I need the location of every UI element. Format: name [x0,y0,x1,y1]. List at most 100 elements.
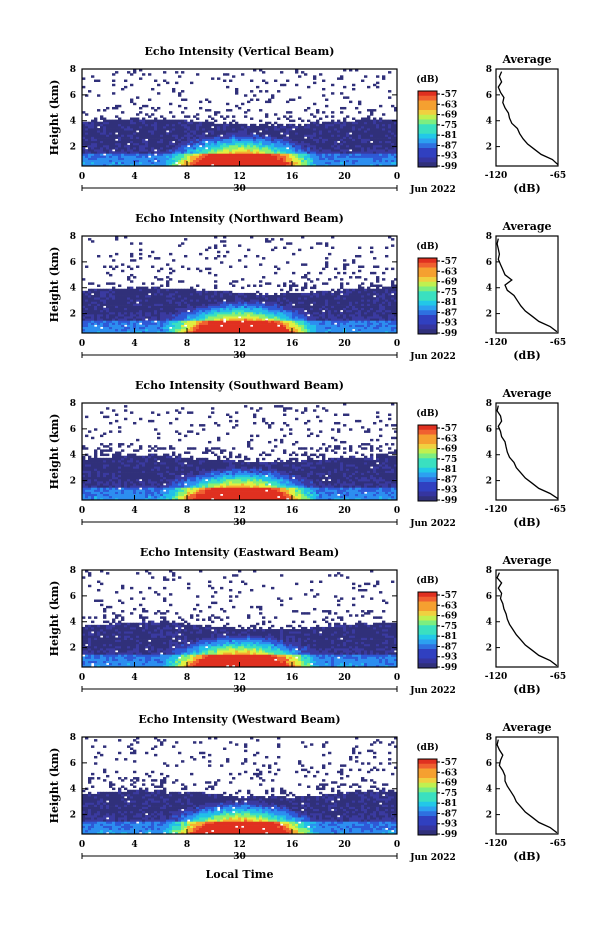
heatmap-cell [256,308,259,310]
heatmap-cell [154,318,157,320]
heatmap-cell [367,153,370,155]
x-tick-label: 12 [233,172,246,182]
heatmap-cell [163,327,166,329]
colorbar-segment [418,310,437,315]
heatmap-cell [211,308,214,310]
heatmap-cell [253,303,256,305]
heatmap-cell [250,130,253,132]
heatmap-cell [184,301,187,303]
heatmap-cell [118,312,121,314]
heatmap-cell [196,285,199,287]
heatmap-cell [382,149,385,151]
heatmap-cell [382,122,385,124]
heatmap-cell [367,143,370,145]
heatmap-cell [295,308,298,310]
y-tick-label: 2 [70,143,76,153]
heatmap-cell [235,139,238,141]
heatmap-cell [118,299,121,301]
heatmap-cell [379,124,382,126]
heatmap-cell [190,120,193,122]
heatmap-cell [337,153,340,155]
colorbar-segment [418,320,437,325]
heatmap-cell [283,126,286,128]
heatmap-cell [331,124,334,126]
heatmap-cell [145,128,148,130]
heatmap-cell [208,291,211,293]
heatmap-cell [292,293,295,295]
heatmap-cell [247,297,250,299]
heatmap-cell [385,291,388,293]
heatmap-cell [190,293,193,295]
heatmap-cell [364,310,367,312]
heatmap-cell [346,158,349,160]
heatmap-cell [379,299,382,301]
heatmap-cell [352,297,355,299]
heatmap-cell [256,160,259,162]
heatmap-cell [145,314,148,316]
heatmap-cell [145,291,148,293]
heatmap-cell [88,291,91,293]
heatmap-cell [244,327,247,329]
heatmap-cell [358,255,361,257]
heatmap-cell [382,153,385,155]
heatmap-cell [232,316,235,318]
heatmap-cell [319,126,322,128]
heatmap-cell [91,322,94,324]
heatmap-cell [166,325,169,327]
heatmap-cell [244,293,247,295]
heatmap-cell [238,325,241,327]
heatmap-cell [358,151,361,153]
heatmap-cell [364,139,367,141]
heatmap-cell [184,299,187,301]
heatmap-cell [238,322,241,324]
heatmap-cell [223,244,226,246]
heatmap-cell [103,310,106,312]
heatmap-cell [208,322,211,324]
heatmap-cell [136,141,139,143]
heatmap-cell [313,316,316,318]
heatmap-cell [229,136,232,138]
heatmap-cell [208,247,211,249]
heatmap-cell [343,128,346,130]
heatmap-cell [121,158,124,160]
heatmap-cell [310,132,313,134]
heatmap-cell [235,280,238,282]
heatmap-cell [316,310,319,312]
heatmap-cell [172,155,175,157]
heatmap-cell [355,276,358,278]
heatmap-cell [295,320,298,322]
heatmap-cell [178,303,181,305]
heatmap-cell [370,145,373,147]
heatmap-cell [373,312,376,314]
heatmap-cell [226,299,229,301]
heatmap-cell [298,126,301,128]
heatmap-cell [283,293,286,295]
heatmap-cell [355,134,358,136]
heatmap-cell [190,318,193,320]
heatmap-cell [208,325,211,327]
heatmap-cell [373,318,376,320]
heatmap-cell [226,318,229,320]
heatmap-cell [280,238,283,240]
heatmap-cell [241,162,244,164]
heatmap-cell [280,316,283,318]
x-tick-label: 0 [394,172,400,182]
heatmap-cell [334,139,337,141]
heatmap-cell [202,306,205,308]
heatmap-cell [301,289,304,291]
heatmap-cell [256,329,259,331]
heatmap-cell [151,282,154,284]
heatmap-cell [235,151,238,153]
heatmap-cell [115,151,118,153]
heatmap-cell [232,130,235,132]
heatmap-cell [100,147,103,149]
heatmap-cell [331,139,334,141]
heatmap-cell [331,295,334,297]
heatmap-cell [352,293,355,295]
heatmap-cell [133,322,136,324]
heatmap-cell [232,293,235,295]
heatmap-cell [337,149,340,151]
heatmap-cell [223,295,226,297]
colorbar-segment [418,306,437,311]
heatmap-cell [94,80,97,82]
